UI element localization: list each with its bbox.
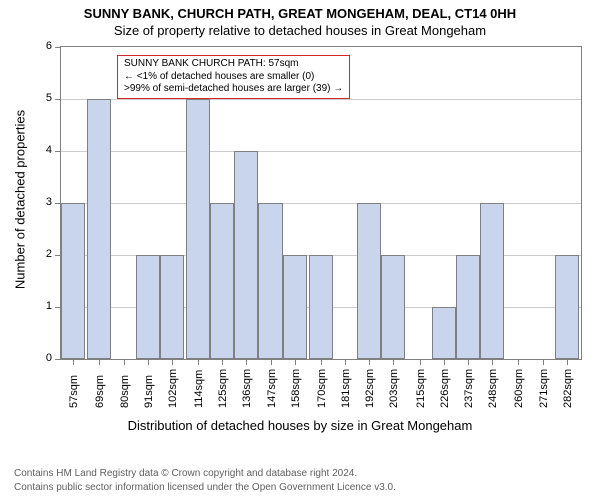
x-tick-label: 57sqm — [68, 375, 80, 408]
x-tick-label: 170sqm — [316, 369, 328, 408]
bar — [234, 151, 258, 359]
x-tick-label: 248sqm — [487, 369, 499, 408]
bar — [309, 255, 333, 359]
annotation-line2: ← <1% of detached houses are smaller (0) — [124, 71, 343, 84]
y-tick — [55, 359, 61, 360]
bar — [456, 255, 480, 359]
x-tick-label: 91sqm — [143, 375, 155, 408]
x-tick — [172, 359, 173, 365]
x-tick — [518, 359, 519, 365]
y-tick-label: 0 — [36, 352, 52, 364]
chart-plot-area: SUNNY BANK CHURCH PATH: 57sqm ← <1% of d… — [60, 46, 582, 360]
x-tick — [271, 359, 272, 365]
x-tick — [393, 359, 394, 365]
x-tick-label: 158sqm — [290, 369, 302, 408]
x-axis-label: Distribution of detached houses by size … — [0, 418, 600, 433]
footer-line1: Contains HM Land Registry data © Crown c… — [14, 468, 357, 479]
x-tick — [73, 359, 74, 365]
x-tick-label: 69sqm — [94, 375, 106, 408]
x-tick — [99, 359, 100, 365]
bar — [357, 203, 381, 359]
y-tick-label: 3 — [36, 196, 52, 208]
y-tick — [55, 99, 61, 100]
annotation-box: SUNNY BANK CHURCH PATH: 57sqm ← <1% of d… — [117, 55, 350, 99]
bar — [61, 203, 85, 359]
x-tick — [246, 359, 247, 365]
bar — [160, 255, 184, 359]
y-tick-label: 4 — [36, 144, 52, 156]
x-tick — [543, 359, 544, 365]
grid-line — [61, 151, 581, 152]
footer-line2: Contains public sector information licen… — [14, 482, 396, 493]
x-tick-label: 147sqm — [266, 369, 278, 408]
annotation-line1: SUNNY BANK CHURCH PATH: 57sqm — [124, 58, 343, 71]
bar — [283, 255, 307, 359]
x-tick-label: 125sqm — [217, 369, 229, 408]
x-tick-label: 226sqm — [439, 369, 451, 408]
x-tick — [345, 359, 346, 365]
bar — [87, 99, 111, 359]
x-tick-label: 136sqm — [241, 369, 253, 408]
bar — [210, 203, 234, 359]
y-tick-label: 2 — [36, 248, 52, 260]
x-tick — [444, 359, 445, 365]
y-tick-label: 5 — [36, 92, 52, 104]
x-tick-label: 114sqm — [193, 370, 205, 408]
x-tick-label: 181sqm — [340, 369, 352, 408]
bar — [555, 255, 579, 359]
x-tick — [222, 359, 223, 365]
x-tick-label: 215sqm — [415, 369, 427, 408]
x-tick-label: 192sqm — [364, 369, 376, 408]
bar — [186, 99, 210, 359]
annotation-line3: >99% of semi-detached houses are larger … — [124, 83, 343, 96]
title-main: SUNNY BANK, CHURCH PATH, GREAT MONGEHAM,… — [0, 0, 600, 21]
bar — [381, 255, 405, 359]
x-tick-label: 80sqm — [119, 375, 131, 408]
x-tick — [420, 359, 421, 365]
x-tick — [124, 359, 125, 365]
x-tick-label: 282sqm — [562, 369, 574, 408]
x-tick — [468, 359, 469, 365]
grid-line — [61, 99, 581, 100]
title-sub: Size of property relative to detached ho… — [0, 21, 600, 38]
y-tick — [55, 151, 61, 152]
bar — [258, 203, 282, 359]
x-tick-label: 271sqm — [538, 369, 550, 408]
y-axis-label: Number of detached properties — [13, 100, 28, 300]
bar — [136, 255, 160, 359]
bar — [432, 307, 456, 359]
x-tick — [567, 359, 568, 365]
y-tick — [55, 47, 61, 48]
x-tick-label: 260sqm — [513, 369, 525, 408]
bar — [480, 203, 504, 359]
x-tick — [492, 359, 493, 365]
x-tick — [369, 359, 370, 365]
x-tick-label: 237sqm — [463, 369, 475, 408]
x-tick-label: 102sqm — [167, 369, 179, 408]
y-tick-label: 1 — [36, 300, 52, 312]
y-tick-label: 6 — [36, 40, 52, 52]
x-tick-label: 203sqm — [388, 369, 400, 408]
x-tick — [295, 359, 296, 365]
x-tick — [321, 359, 322, 365]
x-tick — [198, 359, 199, 365]
x-tick — [148, 359, 149, 365]
